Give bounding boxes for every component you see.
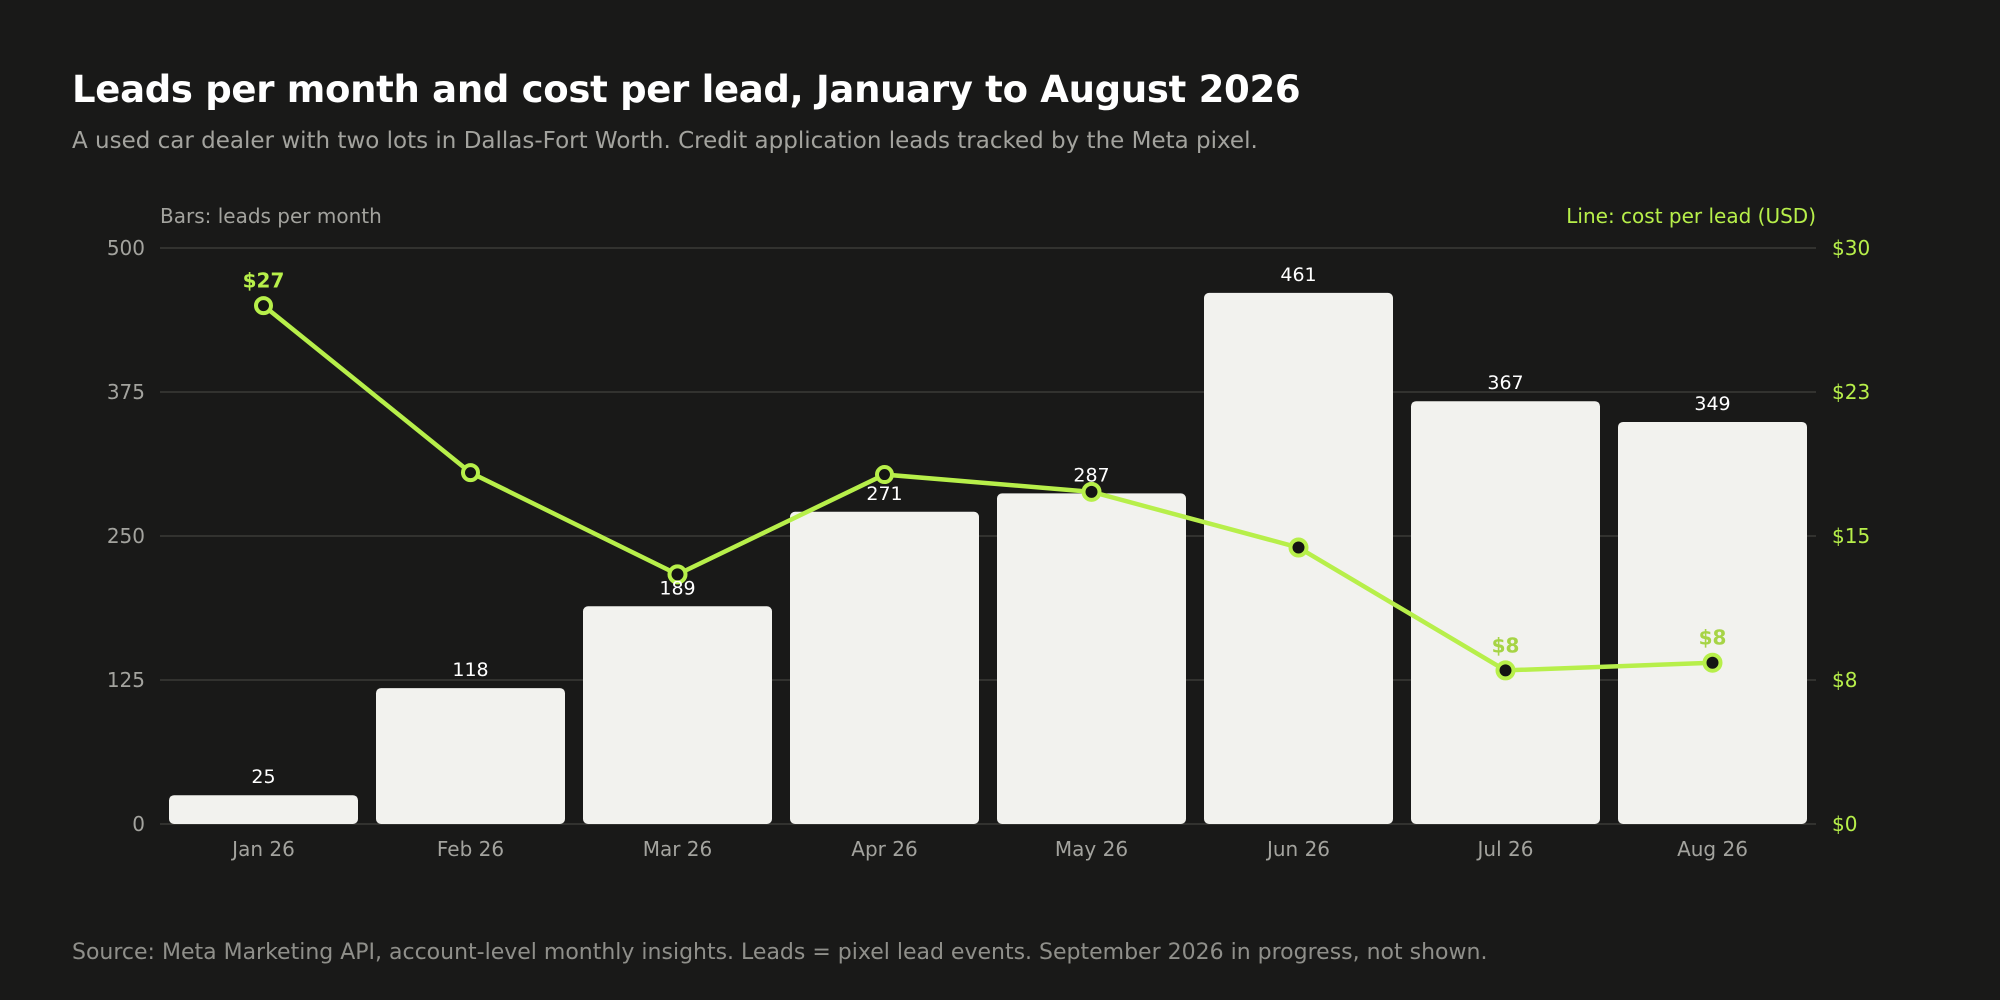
line-point (875, 465, 894, 485)
left-tick-label: 500 (107, 236, 145, 260)
bar (997, 493, 1186, 824)
bar (1618, 421, 1807, 824)
bar-value-label: 367 (1487, 372, 1523, 394)
x-tick-label: Mar 26 (643, 837, 713, 861)
bar-value-label: 189 (659, 577, 695, 599)
line-point (1495, 660, 1516, 681)
bar (1204, 292, 1393, 825)
left-tick-label: 375 (107, 380, 145, 404)
line-point (1288, 537, 1309, 558)
cost-per-lead-line (261, 303, 1715, 673)
line-point (1702, 652, 1723, 673)
right-tick-label: $0 (1832, 812, 1857, 836)
bar-value-label: 349 (1694, 393, 1730, 415)
chart-subtitle: A used car dealer with two lots in Dalla… (72, 128, 1258, 154)
bar-value-label: 271 (866, 483, 902, 505)
bar (376, 688, 565, 824)
x-tick-label: Apr 26 (851, 837, 917, 861)
line-point (254, 296, 273, 316)
right-axis-label: Line: cost per lead (USD) (1566, 204, 1816, 228)
x-tick-label: Feb 26 (437, 837, 504, 861)
left-tick-label: 125 (107, 668, 145, 692)
x-tick-label: May 26 (1055, 837, 1128, 861)
line-value-label: $27 (243, 269, 285, 293)
bar (583, 606, 772, 824)
chart-title: Leads per month and cost per lead, Janua… (72, 68, 1301, 111)
right-tick-label: $23 (1832, 380, 1870, 404)
line-value-label: $8 (1699, 626, 1727, 650)
line-point (667, 564, 688, 585)
bar (169, 795, 358, 824)
x-tick-label: Jan 26 (230, 837, 295, 861)
line-series (254, 296, 1723, 681)
source-note: Source: Meta Marketing API, account-leve… (72, 940, 1488, 965)
right-tick-label: $15 (1832, 524, 1870, 548)
left-tick-label: 0 (132, 812, 145, 836)
bar-value-label: 287 (1073, 464, 1109, 486)
x-tick-label: Jun 26 (1265, 837, 1330, 861)
bar (790, 511, 979, 824)
line-point (461, 463, 480, 483)
bar-value-label: 25 (251, 766, 275, 788)
right-tick-label: $30 (1832, 236, 1870, 260)
labels: 0 $0 125 $8 250 $15 375 $23 500 $30 25 118 189 271 287… (107, 236, 1870, 861)
left-tick-label: 250 (107, 524, 145, 548)
x-tick-label: Jul 26 (1476, 837, 1534, 861)
bar (1411, 401, 1600, 824)
x-tick-label: Aug 26 (1677, 837, 1748, 861)
line-value-label: $8 (1492, 633, 1520, 657)
bar-value-label: 118 (452, 659, 488, 681)
right-tick-label: $8 (1832, 668, 1857, 692)
line-point (1081, 481, 1102, 502)
bar-series (169, 292, 1807, 825)
bar-value-label: 461 (1280, 264, 1316, 286)
left-axis-label: Bars: leads per month (160, 204, 382, 228)
